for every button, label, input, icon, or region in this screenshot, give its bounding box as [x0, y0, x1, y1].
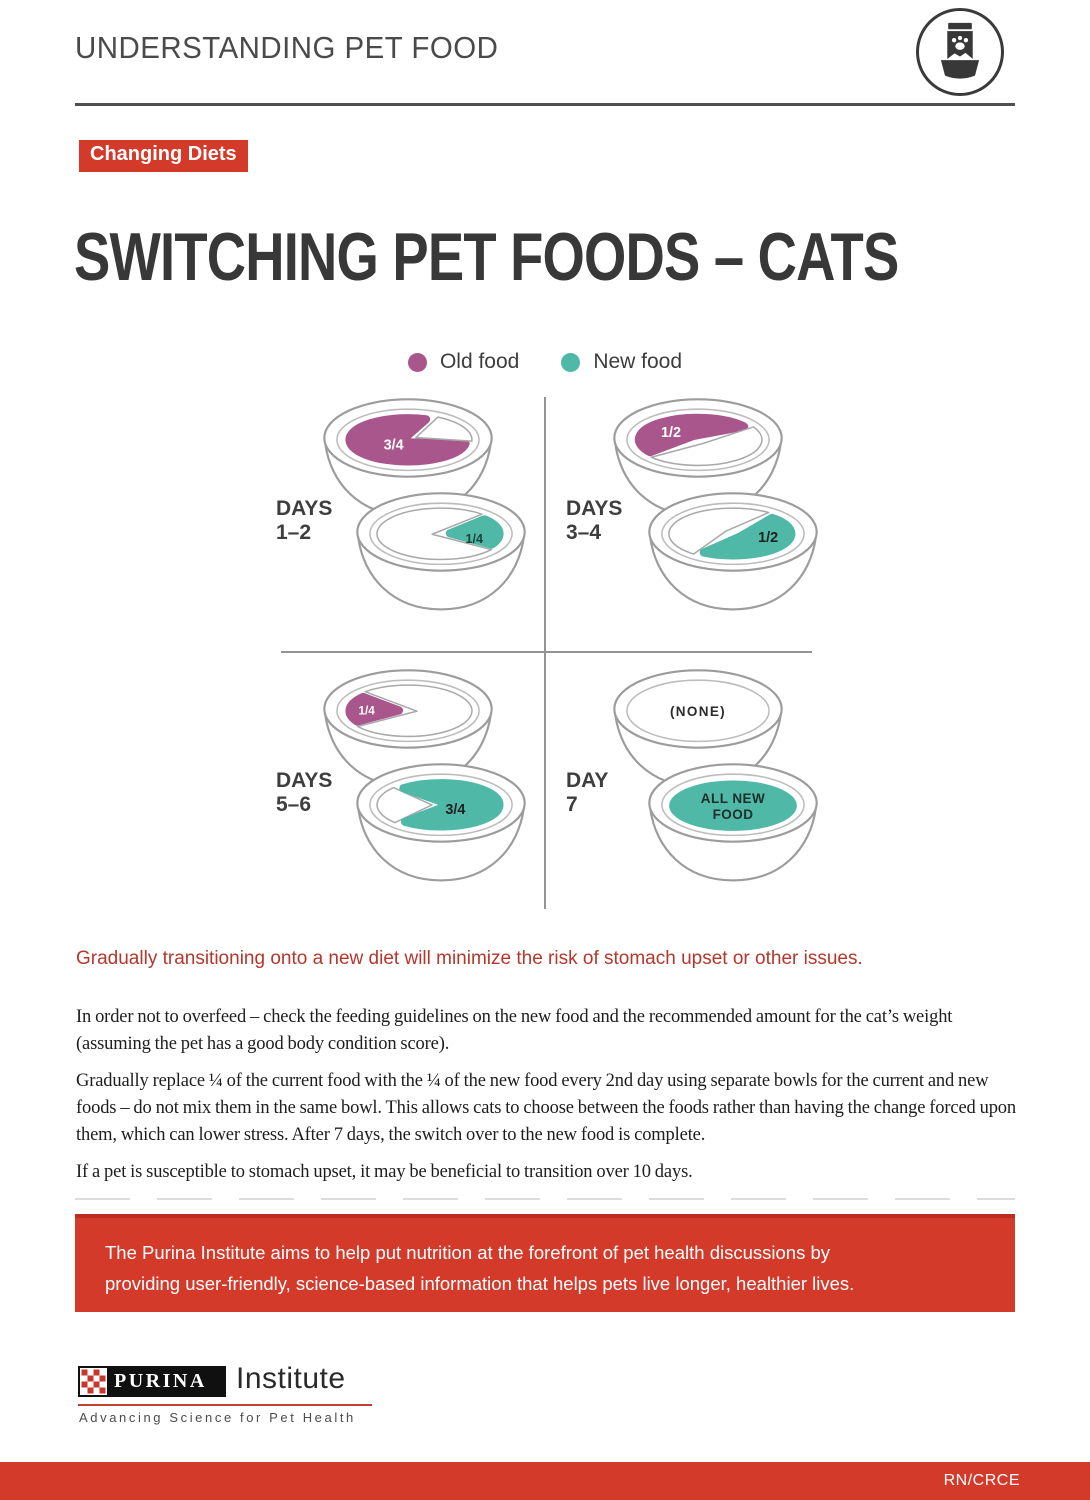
- paragraph-stomach-upset: If a pet is susceptible to stomach upset…: [76, 1162, 693, 1182]
- new-food-label: New food: [593, 350, 683, 373]
- svg-text:1/4: 1/4: [358, 704, 375, 717]
- svg-text:3/4: 3/4: [384, 438, 404, 454]
- paragraph-overfeed: In order not to overfeed – check the fee…: [76, 1007, 953, 1054]
- old-food-dot-icon: [407, 352, 427, 372]
- footer-bar: RN/CRCE: [0, 1462, 1090, 1500]
- bowl-new-food-days-5-6: 3/4: [351, 758, 531, 893]
- diagram-legend: Old food New food: [370, 350, 720, 374]
- logo-tagline: Advancing Science for Pet Health: [79, 1410, 356, 1425]
- bowl-old-food-days-1-2: 3/4: [318, 393, 498, 528]
- page-title: SWITCHING PET FOODS – CATS: [74, 219, 899, 295]
- header-divider: [75, 103, 1015, 106]
- svg-text:FOOD: FOOD: [713, 807, 754, 822]
- svg-text:1/4: 1/4: [466, 532, 484, 546]
- label-days-1-2: DAYS 1–2: [276, 497, 333, 544]
- banner-line-1: The Purina Institute aims to help put nu…: [105, 1242, 830, 1263]
- svg-text:3/4: 3/4: [445, 802, 465, 818]
- page-header-title: UNDERSTANDING PET FOOD: [75, 30, 499, 65]
- svg-text:(NONE): (NONE): [670, 704, 726, 719]
- old-food-label: Old food: [439, 350, 520, 373]
- purina-checkerboard-icon: [80, 1368, 107, 1395]
- bowl-new-food-days-3-4: 1/2: [643, 487, 823, 622]
- banner-line-2: providing user-friendly, science-based i…: [105, 1273, 855, 1294]
- svg-text:1/2: 1/2: [758, 530, 778, 546]
- diagram-horizontal-divider: [281, 651, 812, 653]
- pet-food-bag-bowl-icon: [916, 8, 1004, 96]
- svg-text:ALL NEW: ALL NEW: [701, 791, 765, 806]
- dashed-divider: [75, 1198, 1015, 1200]
- bowl-new-food-day-7: ALL NEW FOOD: [643, 758, 823, 893]
- purina-wordmark: PURINA: [114, 1370, 207, 1392]
- label-day-7: DAY 7: [566, 769, 609, 816]
- pet-food-bag-bowl-glyph: [940, 22, 980, 79]
- section-badge: Changing Diets: [79, 140, 248, 172]
- svg-text:1/2: 1/2: [661, 425, 681, 441]
- footer-code: RN/CRCE: [943, 1472, 1020, 1489]
- paragraph-replace: Gradually replace ¼ of the current food …: [76, 1071, 1016, 1145]
- body-paragraphs: In order not to overfeed – check the fee…: [76, 1004, 1018, 1196]
- bowl-old-food-days-5-6: 1/4: [318, 664, 498, 799]
- label-days-5-6: DAYS 5–6: [276, 769, 333, 816]
- logo-underline: [78, 1404, 372, 1406]
- label-days-3-4: DAYS 3–4: [566, 497, 623, 544]
- institute-wordmark: Institute: [236, 1362, 346, 1395]
- new-food-dot-icon: [561, 352, 581, 372]
- bowl-old-food-day-7: (NONE): [608, 664, 788, 799]
- purina-institute-banner: The Purina Institute aims to help put nu…: [75, 1214, 1015, 1312]
- bowl-new-food-days-1-2: 1/4: [351, 487, 531, 622]
- diagram-vertical-divider: [544, 397, 546, 909]
- transition-callout: Gradually transitioning onto a new diet …: [76, 948, 863, 969]
- purina-logo: PURINA: [78, 1366, 226, 1397]
